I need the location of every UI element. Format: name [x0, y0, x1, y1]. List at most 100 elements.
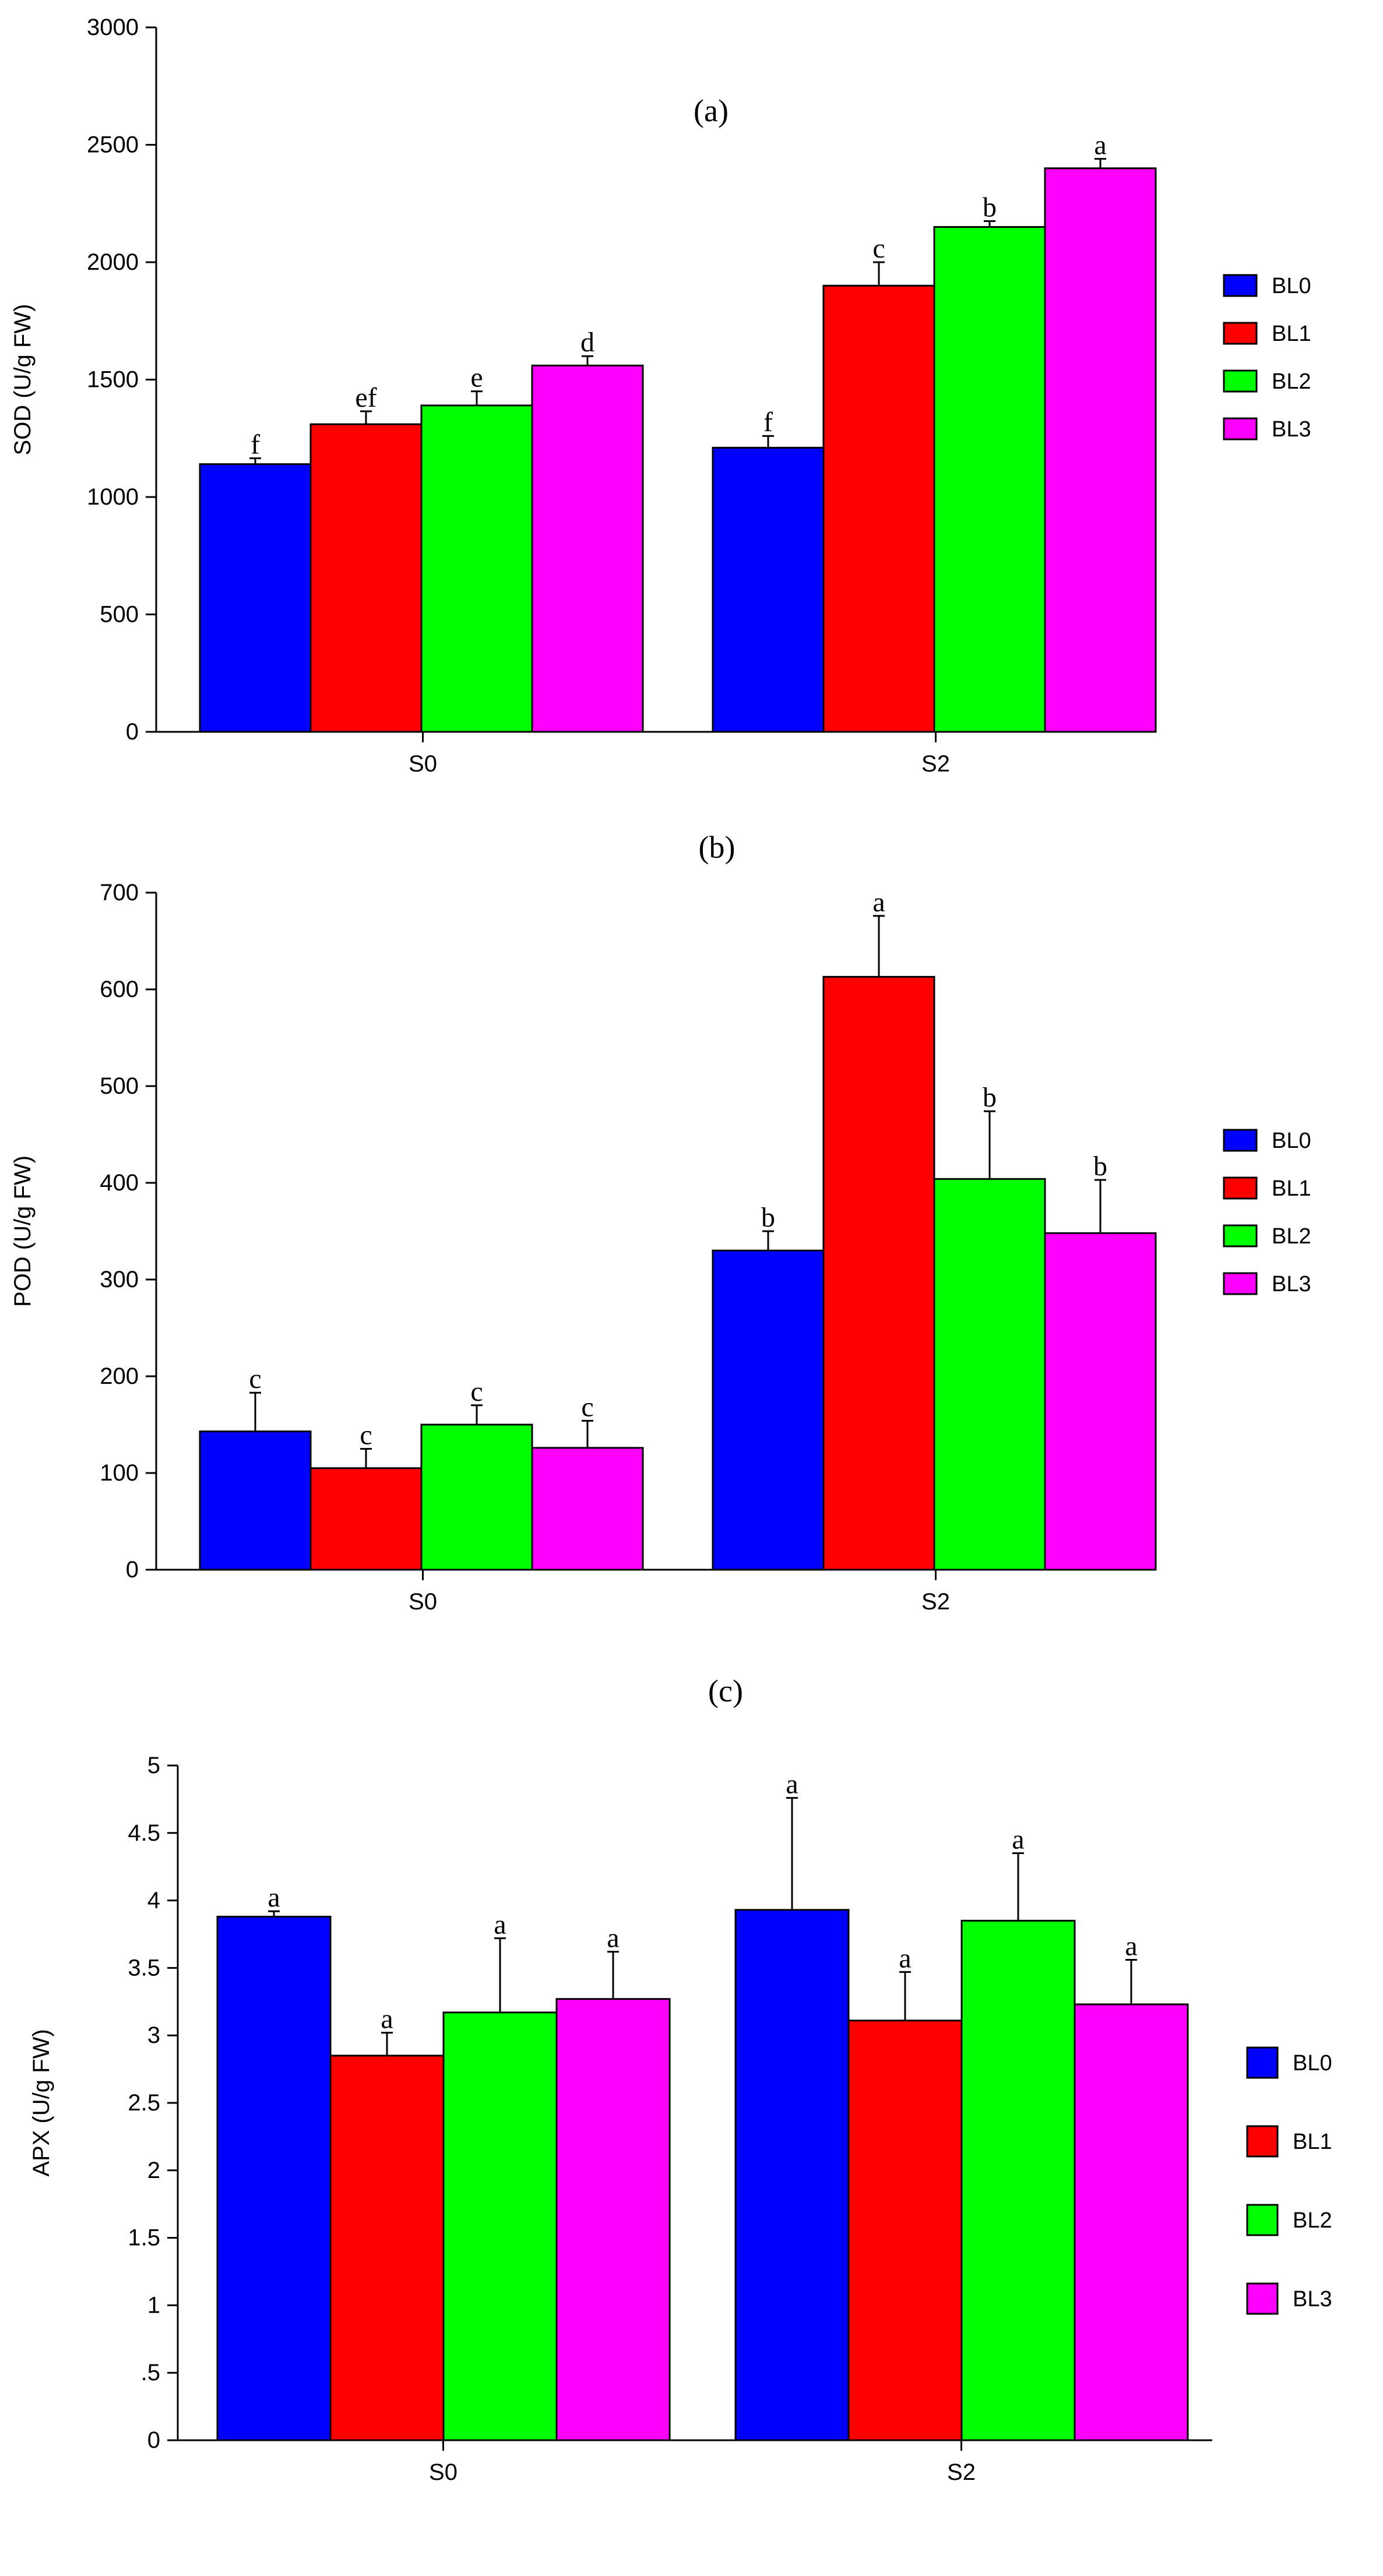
significance-letter: b	[983, 192, 997, 223]
bar-bl1-s0	[309, 423, 423, 733]
x-tick-label: S2	[947, 2459, 976, 2485]
y-tick-label: 500	[100, 602, 139, 628]
x-tick-label: S2	[921, 1589, 950, 1615]
bar-bl1-s2	[822, 975, 935, 1571]
significance-letter: a	[786, 1769, 798, 1800]
y-tick-label: 0	[126, 719, 139, 745]
significance-letter: a	[872, 887, 885, 918]
y-tick-label: 4	[147, 1888, 160, 1914]
y-tick-label: 1000	[87, 484, 139, 510]
bar-bl1-s2	[822, 284, 935, 733]
y-tick-label: .5	[141, 2360, 160, 2385]
panel-title: (b)	[699, 830, 736, 865]
bar-bl1-s0	[309, 1467, 423, 1571]
y-axis-title: POD (U/g FW)	[10, 1155, 36, 1307]
y-tick-label: 1.5	[128, 2225, 160, 2251]
legend-swatch-bl2	[1223, 369, 1258, 393]
significance-letter: e	[470, 362, 483, 393]
legend-label-bl3: BL3	[1272, 417, 1311, 442]
panel-apx: a a a a a a a a 0 .5 1 1.5 2 2.5 3 3.5 4 4.5 5 S0 S2 (c) APX (…	[29, 1673, 1332, 2485]
y-tick-label: 3000	[87, 15, 139, 40]
panel-title: (c)	[708, 1673, 743, 1708]
legend-swatch-bl1	[1223, 322, 1258, 345]
legend-swatch-bl1	[1246, 2125, 1279, 2158]
y-tick-label: 400	[100, 1170, 139, 1196]
y-tick-label: 200	[100, 1363, 139, 1389]
bar-bl3-s0	[531, 364, 644, 733]
legend-swatch-bl2	[1246, 2204, 1279, 2236]
y-tick-label: 1	[147, 2292, 160, 2318]
significance-letter: a	[1094, 130, 1106, 161]
significance-letter: a	[1125, 1931, 1137, 1962]
bar-bl2-s2	[933, 1178, 1046, 1571]
y-tick-label: 300	[100, 1267, 139, 1292]
significance-letter: f	[763, 407, 773, 438]
legend-swatch-bl0	[1246, 2046, 1279, 2079]
y-tick-label: 2	[147, 2158, 160, 2183]
bar-bl1-s2	[847, 2020, 963, 2441]
bar-bl2-s0	[442, 2011, 558, 2441]
legend-label-bl0: BL0	[1293, 2051, 1332, 2075]
legend-label-bl2: BL2	[1293, 2208, 1332, 2233]
significance-letter: c	[249, 1363, 261, 1394]
bar-bl3-s2	[1044, 1232, 1157, 1571]
x-tick-label: S0	[429, 2459, 458, 2485]
legend-swatch-bl3	[1246, 2282, 1279, 2315]
x-tick-label: S0	[409, 1589, 437, 1615]
bar-bl3-s2	[1074, 2003, 1189, 2441]
y-tick-label: 4.5	[128, 1820, 160, 1846]
y-tick-label: 5	[147, 1753, 160, 1778]
significance-letter: a	[899, 1943, 911, 1974]
significance-letter: b	[761, 1202, 775, 1233]
y-tick-label: 1500	[87, 367, 139, 393]
legend-swatch-bl1	[1223, 1176, 1258, 1200]
legend-label-bl2: BL2	[1272, 1224, 1311, 1249]
bar-bl0-s0	[216, 1915, 332, 2441]
y-axis-title: APX (U/g FW)	[29, 2029, 54, 2176]
significance-letter: b	[983, 1082, 997, 1113]
bar-bl1-s0	[329, 2055, 445, 2441]
significance-letter: ef	[355, 382, 376, 413]
bar-bl2-s0	[420, 404, 533, 733]
legend-label-bl0: BL0	[1272, 1129, 1311, 1153]
legend-swatch-bl0	[1223, 1129, 1258, 1152]
legend-label-bl3: BL3	[1293, 2287, 1332, 2311]
y-tick-label: 700	[100, 880, 139, 905]
y-tick-label: 2000	[87, 249, 139, 275]
y-tick-label: 500	[100, 1073, 139, 1099]
bar-bl3-s2	[1044, 167, 1157, 733]
bar-bl0-s0	[199, 1430, 312, 1571]
y-tick-label: 600	[100, 977, 139, 1002]
significance-letter: f	[251, 429, 260, 460]
y-tick-label: 2500	[87, 132, 139, 158]
bar-bl3-s0	[555, 1998, 671, 2441]
bar-bl0-s2	[712, 446, 825, 733]
significance-letter: a	[607, 1923, 619, 1954]
significance-letter: a	[494, 1909, 506, 1940]
significance-letter: c	[470, 1376, 483, 1407]
significance-letter: c	[581, 1391, 593, 1422]
significance-letter: a	[1012, 1824, 1024, 1855]
y-tick-label: 2.5	[128, 2090, 160, 2116]
y-tick-label: 0	[147, 2427, 160, 2453]
x-tick-label: S2	[921, 751, 950, 777]
bar-bl2-s2	[933, 226, 1046, 733]
bar-bl2-s2	[960, 1919, 1076, 2441]
bar-bl3-s0	[531, 1447, 644, 1571]
legend-swatch-bl2	[1223, 1224, 1258, 1248]
significance-letter: d	[580, 327, 594, 358]
legend-label-bl1: BL1	[1272, 322, 1311, 346]
bar-bl0-s0	[199, 463, 312, 733]
bar-bl0-s2	[734, 1909, 850, 2441]
x-tick-label: S0	[409, 751, 437, 777]
y-tick-label: 0	[126, 1557, 139, 1583]
y-tick-label: 3.5	[128, 1955, 160, 1981]
legend-label-bl0: BL0	[1272, 274, 1311, 298]
legend-label-bl1: BL1	[1293, 2130, 1332, 2154]
significance-letter: b	[1093, 1151, 1107, 1182]
significance-letter: a	[268, 1882, 280, 1913]
legend-label-bl1: BL1	[1272, 1176, 1311, 1201]
panel-sod: f f ef c e b d a 0 500 1000 1500 2000 2500 3000 S0 S2 (a)…	[10, 15, 1311, 777]
y-tick-label: 3	[147, 2022, 160, 2048]
